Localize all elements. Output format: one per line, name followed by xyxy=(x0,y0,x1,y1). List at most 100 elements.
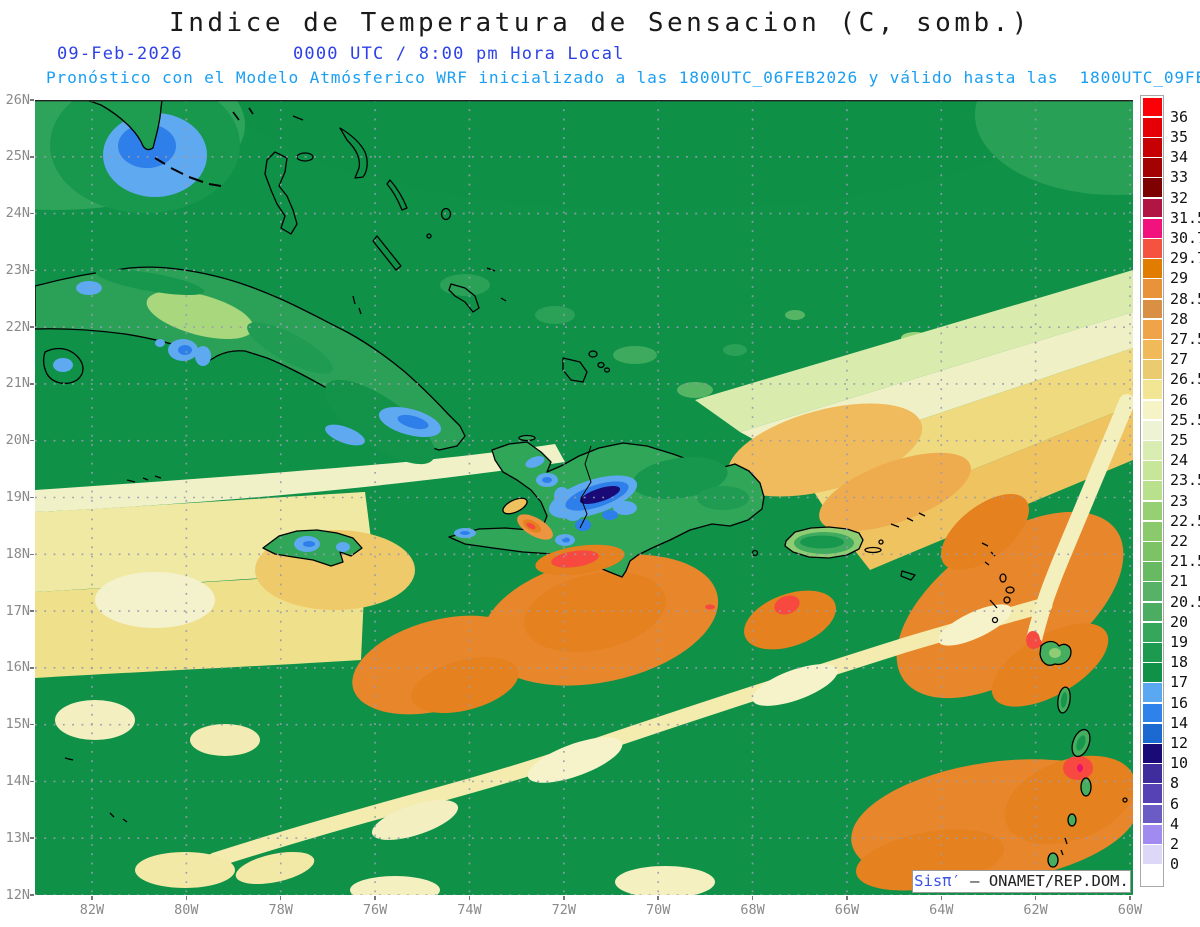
colorbar-label: 22.5 xyxy=(1170,511,1200,530)
lat-tick xyxy=(30,553,34,556)
lat-label: 21N xyxy=(5,375,30,392)
islands xyxy=(34,77,1128,868)
lon-tick xyxy=(279,896,282,900)
colorbar-label: 0 xyxy=(1170,855,1180,874)
colorbar-label: 28.5 xyxy=(1170,289,1200,308)
colorbar-label: 19 xyxy=(1170,632,1189,651)
colorbar-label: 20.5 xyxy=(1170,592,1200,611)
lat-label: 24N xyxy=(5,205,30,222)
lon-tick xyxy=(846,896,848,900)
lon-label: 60W xyxy=(1117,902,1143,918)
lon-tick xyxy=(91,896,93,900)
colorbar-label: 10 xyxy=(1170,754,1189,773)
page-title: Indice de Temperatura de Sensacion (C, s… xyxy=(169,8,1031,38)
colorbar-cell xyxy=(1143,541,1162,561)
colorbar-cell xyxy=(1143,117,1162,137)
colorbar-cell xyxy=(1143,461,1162,480)
lat-label: 26N xyxy=(5,91,30,108)
colorbar-label: 29 xyxy=(1170,269,1189,288)
temperature-field-map xyxy=(0,0,1200,904)
lat-label: 17N xyxy=(5,602,30,619)
colorbar-cell xyxy=(1143,622,1162,642)
colorbar-label: 34 xyxy=(1170,148,1189,167)
colorbar-label: 21 xyxy=(1170,572,1189,591)
lon-label: 64W xyxy=(929,902,954,918)
lon-tick xyxy=(657,896,659,900)
lon-tick xyxy=(468,896,471,900)
lon-label: 68W xyxy=(740,902,765,918)
colorbar-label: 8 xyxy=(1170,774,1180,793)
lon-tick xyxy=(1129,896,1131,900)
colorbar-cell xyxy=(1143,703,1162,723)
lon-label: 78W xyxy=(268,902,293,918)
colorbar-label: 18 xyxy=(1170,653,1189,672)
colorbar-cell xyxy=(1143,844,1162,864)
colorbar-label: 14 xyxy=(1170,713,1189,732)
florida xyxy=(50,77,254,213)
colorbar-cell xyxy=(1143,642,1162,662)
attribution-brand: Sisπ′ xyxy=(914,872,961,890)
colorbar-cell xyxy=(1143,198,1162,218)
colorbar-cell xyxy=(1143,824,1162,844)
colorbar-cell xyxy=(1143,521,1162,541)
lat-tick xyxy=(30,212,34,215)
lat-tick xyxy=(30,269,34,272)
lat-label: 19N xyxy=(5,489,30,505)
lat-tick xyxy=(30,99,34,101)
colorbar-cell xyxy=(1143,279,1162,299)
cuba xyxy=(34,266,466,823)
colorbar-cell xyxy=(1143,501,1162,521)
colorbar-cell xyxy=(1143,562,1162,581)
lon-tick xyxy=(940,896,943,900)
lon-label: 70W xyxy=(645,902,671,918)
colorbar-cell xyxy=(1143,804,1162,824)
colorbar-cell xyxy=(1143,259,1162,278)
lat-tick xyxy=(30,780,34,783)
gridlines xyxy=(35,100,1133,896)
lat-label: 16N xyxy=(5,659,30,676)
lat-tick xyxy=(30,837,34,839)
lat-tick xyxy=(30,496,34,499)
colorbar-cell xyxy=(1143,400,1162,420)
colorbar-cell xyxy=(1143,481,1162,501)
lat-tick xyxy=(30,723,34,726)
lon-label: 76W xyxy=(362,902,388,918)
colorbar-label: 25 xyxy=(1170,430,1189,449)
colorbar-label: 17 xyxy=(1170,673,1189,692)
colorbar-cell xyxy=(1143,380,1162,400)
lon-tick xyxy=(563,896,565,900)
lon-tick xyxy=(374,896,376,900)
lat-tick xyxy=(30,156,34,158)
forecast-label: Pronóstico con el Modelo Atmósferico WRF… xyxy=(46,68,1200,87)
lat-label: 25N xyxy=(5,148,30,165)
colorbar-label: 30.7 xyxy=(1170,228,1200,247)
lon-tick xyxy=(1034,896,1037,900)
puerto-rico xyxy=(751,512,926,581)
colorbar-label: 23.5 xyxy=(1170,471,1200,490)
colorbar-cell xyxy=(1143,663,1162,682)
date-label: 09-Feb-2026 xyxy=(57,44,183,64)
colorbar-label: 2 xyxy=(1170,834,1180,853)
lon-label: 62W xyxy=(1023,902,1048,918)
lat-tick xyxy=(30,667,34,669)
colorbar-cell xyxy=(1143,319,1162,339)
colorbar-label: 36 xyxy=(1170,107,1189,126)
colorbar-label: 25.5 xyxy=(1170,410,1200,429)
colorbar-label: 20 xyxy=(1170,612,1189,631)
jamaica xyxy=(262,529,363,567)
lon-label: 82W xyxy=(79,902,105,918)
colorbar-cell xyxy=(1143,97,1162,117)
colorbar-label: 26 xyxy=(1170,390,1189,409)
colorbar-cell xyxy=(1143,420,1162,440)
lat-label: 23N xyxy=(5,261,30,278)
lon-label: 74W xyxy=(457,902,482,918)
colorbar-label: 27 xyxy=(1170,350,1189,369)
colorbar-cell xyxy=(1143,582,1162,602)
lat-label: 13N xyxy=(5,829,30,846)
colorbar-cell xyxy=(1143,440,1162,460)
colorbar-label: 6 xyxy=(1170,794,1180,813)
lat-label: 20N xyxy=(5,432,30,449)
colorbar-label: 32 xyxy=(1170,188,1189,207)
colorbar-label: 26.5 xyxy=(1170,370,1200,389)
